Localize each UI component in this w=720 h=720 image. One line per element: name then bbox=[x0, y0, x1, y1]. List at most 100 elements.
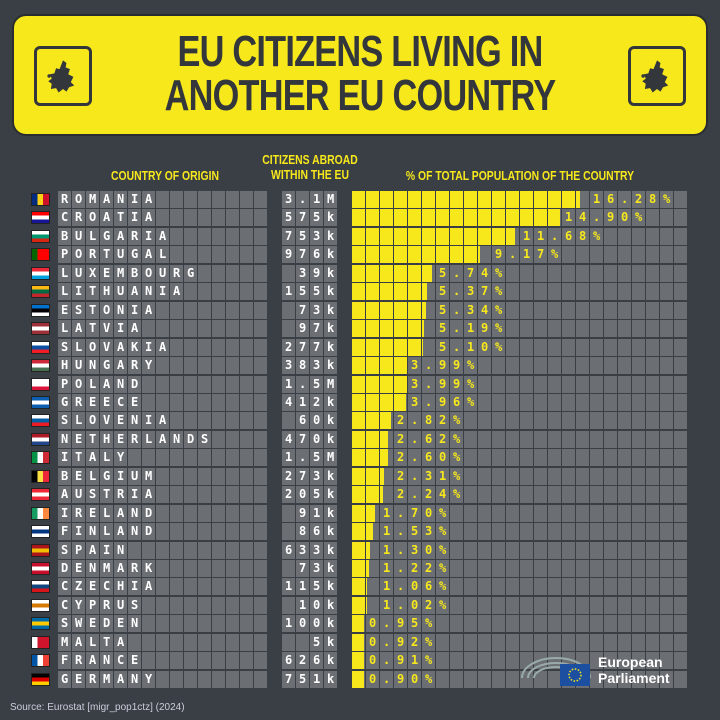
name-cell bbox=[72, 283, 85, 301]
percent-label: 1.06% bbox=[383, 579, 454, 594]
bar-cell bbox=[492, 504, 505, 522]
european-parliament-logo: European Parliament bbox=[518, 648, 693, 692]
bar-cell bbox=[660, 615, 673, 633]
bar-cell bbox=[590, 504, 603, 522]
name-cell bbox=[72, 191, 85, 208]
table-row: ROMANIA 3.1M 16.28% bbox=[0, 191, 720, 208]
country-name: SLOVAKIA bbox=[61, 339, 174, 354]
name-cell bbox=[72, 375, 85, 393]
bar-cell bbox=[506, 504, 519, 522]
name-cell bbox=[240, 283, 253, 301]
bar-cell bbox=[562, 596, 575, 614]
bar-fill bbox=[380, 301, 393, 319]
bar-cell bbox=[380, 467, 393, 485]
bar-cell bbox=[576, 357, 589, 375]
bar-cell bbox=[618, 246, 631, 264]
bar-cell bbox=[576, 227, 589, 245]
bar-cell bbox=[562, 227, 575, 245]
bar-cell bbox=[618, 357, 631, 375]
bar-cell bbox=[436, 449, 449, 467]
name-cell bbox=[226, 596, 239, 614]
name-cell bbox=[86, 615, 99, 633]
value-cell bbox=[310, 486, 323, 504]
value-cell bbox=[310, 301, 323, 319]
bar-cell bbox=[506, 615, 519, 633]
bar-fill bbox=[352, 393, 365, 411]
table-row: ITALY 1.5M 2.60% bbox=[0, 449, 720, 467]
bar-cell bbox=[380, 209, 393, 227]
name-cell bbox=[86, 652, 99, 670]
name-cell bbox=[58, 393, 71, 411]
bar-cell bbox=[660, 541, 673, 559]
name-cell bbox=[72, 467, 85, 485]
bar-cell bbox=[576, 596, 589, 614]
bar-cell bbox=[450, 560, 463, 577]
citizens-value-cells bbox=[282, 652, 337, 670]
bar-cell bbox=[380, 301, 393, 319]
bar-cell bbox=[352, 264, 365, 282]
bar-cell bbox=[646, 246, 659, 264]
name-cell bbox=[100, 227, 113, 245]
value-cell bbox=[310, 191, 323, 208]
bar-cell bbox=[436, 596, 449, 614]
bar-fill bbox=[506, 191, 519, 208]
bar-cell bbox=[548, 596, 561, 614]
bar-cell bbox=[660, 209, 673, 227]
bar-fill bbox=[380, 246, 393, 264]
bar-cell bbox=[674, 486, 687, 504]
name-cell bbox=[100, 375, 113, 393]
citizens-value: 412k bbox=[285, 394, 342, 409]
bar-cell bbox=[506, 578, 519, 596]
bar-cell bbox=[506, 670, 519, 688]
bar-cell bbox=[590, 227, 603, 245]
bar-cell bbox=[590, 246, 603, 264]
bar-cell bbox=[352, 541, 365, 559]
bar-cell bbox=[450, 430, 463, 448]
bar-cell bbox=[562, 633, 575, 651]
bar-fill bbox=[352, 246, 365, 264]
table-row: GERMANY 751k 0.90% bbox=[0, 670, 720, 688]
bar-cell bbox=[520, 393, 533, 411]
bar-cell bbox=[674, 467, 687, 485]
bar-cell bbox=[492, 467, 505, 485]
bar-cell bbox=[590, 338, 603, 356]
bar-cell bbox=[548, 301, 561, 319]
bar-cell bbox=[520, 338, 533, 356]
bar-cell bbox=[380, 541, 393, 559]
bar-fill bbox=[576, 191, 580, 208]
citizens-value: 751k bbox=[285, 671, 342, 686]
bar-cell bbox=[394, 523, 407, 541]
bar-fill bbox=[366, 246, 379, 264]
bar-cell bbox=[366, 375, 379, 393]
bar-cell bbox=[352, 486, 365, 504]
name-cell bbox=[226, 670, 239, 688]
bar-cell bbox=[632, 338, 645, 356]
bar-fill bbox=[450, 227, 463, 245]
bar-cell bbox=[408, 191, 421, 208]
bar-fill bbox=[436, 227, 449, 245]
table-row: PORTUGAL 976k 9.17% bbox=[0, 246, 720, 264]
percent-label: 14.90% bbox=[565, 210, 650, 225]
name-cell bbox=[254, 652, 267, 670]
name-cell bbox=[170, 504, 183, 522]
name-cell bbox=[100, 320, 113, 338]
name-cell bbox=[212, 246, 225, 264]
bar-cell bbox=[450, 523, 463, 541]
bar-cell bbox=[450, 357, 463, 375]
table-row: BULGARIA 753k 11.68% bbox=[0, 227, 720, 245]
name-cell bbox=[156, 375, 169, 393]
name-cell bbox=[142, 375, 155, 393]
name-cell bbox=[240, 633, 253, 651]
name-cell bbox=[156, 412, 169, 430]
bar-cell bbox=[534, 412, 547, 430]
bar-fill bbox=[408, 283, 421, 301]
country-name-cells bbox=[58, 412, 267, 430]
bar-fill bbox=[394, 301, 407, 319]
name-cell bbox=[58, 191, 71, 208]
bar-cell bbox=[422, 486, 435, 504]
value-cell bbox=[310, 393, 323, 411]
bar-cell bbox=[394, 246, 407, 264]
bar-fill bbox=[352, 320, 365, 338]
name-cell bbox=[72, 615, 85, 633]
name-cell bbox=[58, 264, 71, 282]
